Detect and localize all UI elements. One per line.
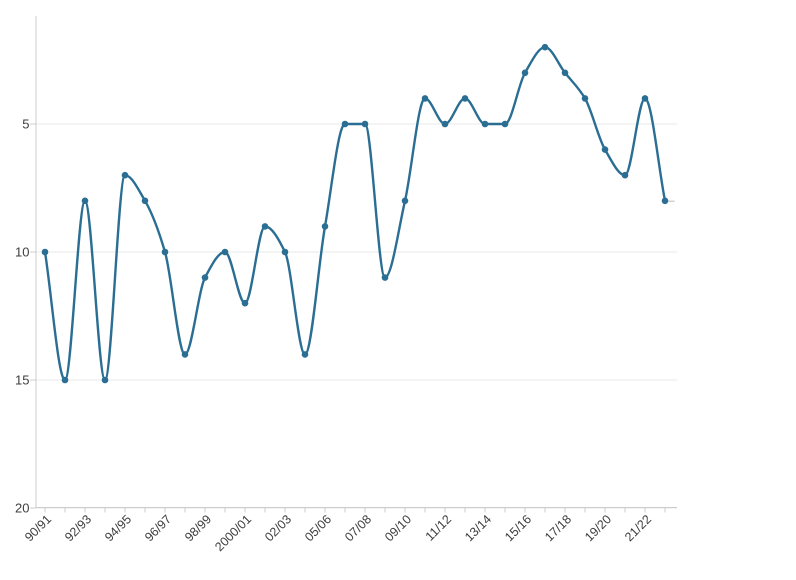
x-tick-label: 94/95 [102, 512, 134, 544]
data-point-marker[interactable] [501, 120, 509, 128]
x-tick-label: 11/12 [423, 512, 454, 543]
data-point-marker[interactable] [441, 120, 449, 128]
data-point-marker[interactable] [201, 274, 209, 281]
data-point-marker[interactable] [121, 171, 129, 179]
data-point-marker[interactable] [341, 120, 349, 128]
data-point-marker[interactable] [301, 351, 309, 358]
data-point-marker[interactable] [461, 95, 469, 102]
axes [30, 16, 677, 513]
data-point-marker[interactable] [381, 274, 389, 281]
x-tick-label: 98/99 [182, 512, 214, 544]
y-tick-label: 10 [15, 245, 29, 260]
data-point-marker[interactable] [621, 171, 629, 179]
x-tick-label: 09/10 [382, 512, 414, 544]
y-tick-label: 20 [15, 501, 29, 516]
x-tick-label: 17/18 [542, 512, 574, 544]
x-tick-label: 21/22 [622, 512, 654, 544]
x-tick-label: 05/06 [302, 512, 334, 544]
data-point-marker[interactable] [61, 376, 69, 384]
data-point-marker[interactable] [181, 351, 189, 358]
data-point-marker[interactable] [361, 120, 369, 128]
x-tick-label: 07/08 [342, 512, 374, 544]
x-tick-label: 19/20 [582, 512, 614, 544]
data-point-marker[interactable] [81, 197, 89, 205]
y-axis-tick-labels: 5 10 15 20 [15, 117, 29, 516]
data-point-marker[interactable] [601, 146, 609, 153]
series-line [43, 46, 667, 382]
y-tick-label: 15 [15, 373, 29, 388]
x-tick-label: 02/03 [262, 512, 294, 544]
data-point-marker[interactable] [561, 69, 569, 77]
data-point-marker[interactable] [141, 197, 149, 205]
data-point-marker[interactable] [581, 95, 589, 102]
data-point-marker[interactable] [221, 248, 229, 256]
data-point-marker[interactable] [161, 248, 169, 256]
data-point-marker[interactable] [481, 120, 489, 128]
x-tick-label: 13/14 [462, 512, 494, 544]
data-point-marker[interactable] [281, 248, 289, 256]
x-tick-label: 90/91 [22, 512, 54, 544]
data-point-marker[interactable] [521, 69, 529, 77]
x-tick-label: 92/93 [62, 512, 94, 544]
data-point-marker[interactable] [641, 95, 649, 102]
y-tick-label: 5 [22, 117, 29, 132]
data-point-marker[interactable] [421, 95, 429, 102]
data-point-marker[interactable] [241, 299, 249, 307]
data-point-marker[interactable] [261, 223, 269, 230]
x-tick-label: 15/16 [502, 512, 534, 544]
data-point-marker[interactable] [661, 197, 669, 205]
x-tick-label: 96/97 [142, 512, 174, 544]
data-point-marker[interactable] [401, 197, 409, 205]
data-point-marker[interactable] [321, 223, 329, 230]
data-point-markers [41, 43, 669, 384]
data-point-marker[interactable] [41, 248, 49, 256]
x-tick-label: 2000/01 [212, 512, 254, 554]
data-point-marker[interactable] [541, 43, 549, 51]
data-point-marker[interactable] [101, 376, 109, 384]
